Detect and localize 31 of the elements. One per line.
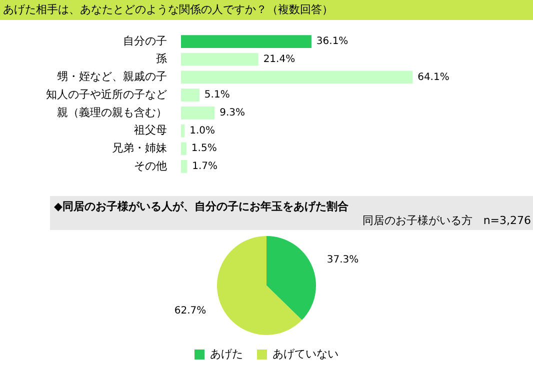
bar: [181, 124, 185, 138]
data-label: 1.0%: [190, 125, 216, 136]
y-tick-label: 知人の子や近所の子など: [46, 88, 167, 101]
y-tick-label: 兄弟・姉妹: [112, 141, 167, 154]
data-label: 1.5%: [191, 143, 217, 154]
bar: [181, 106, 215, 120]
y-tick-label: 孫: [156, 52, 167, 66]
chart-title: ◆同居のお子様がいる人が、自分の子にお年玉をあげた割合: [54, 200, 348, 213]
data-label: 36.1%: [316, 36, 348, 48]
data-label: 1.7%: [192, 161, 218, 172]
y-tick-label: 親（義理の親も含む）: [57, 106, 167, 119]
chart-title: あげた相手は、あなたとどのような関係の人ですか？（複数回答）: [0, 0, 533, 20]
data-label: 5.1%: [204, 90, 230, 101]
bar: [181, 88, 200, 102]
legend-label: あげた: [210, 347, 243, 360]
bar: [181, 70, 413, 84]
data-label: 37.3%: [326, 254, 359, 266]
bar: [181, 142, 186, 156]
bar: [181, 52, 258, 66]
y-tick-label: その他: [134, 159, 167, 172]
y-tick-label: 甥・姪など、親戚の子: [57, 70, 167, 84]
text: 同居のお子様がいる方 n=3,276: [362, 213, 531, 228]
legend-label: あげていない: [272, 347, 338, 360]
data-label: 64.1%: [418, 72, 450, 83]
y-tick-label: 祖父母: [134, 124, 167, 137]
y-tick-label: 自分の子: [123, 34, 167, 48]
bar: [181, 160, 188, 173]
data-label: 62.7%: [174, 306, 206, 317]
bar: [181, 35, 312, 48]
data-label: 9.3%: [220, 108, 246, 119]
data-label: 21.4%: [263, 54, 296, 65]
